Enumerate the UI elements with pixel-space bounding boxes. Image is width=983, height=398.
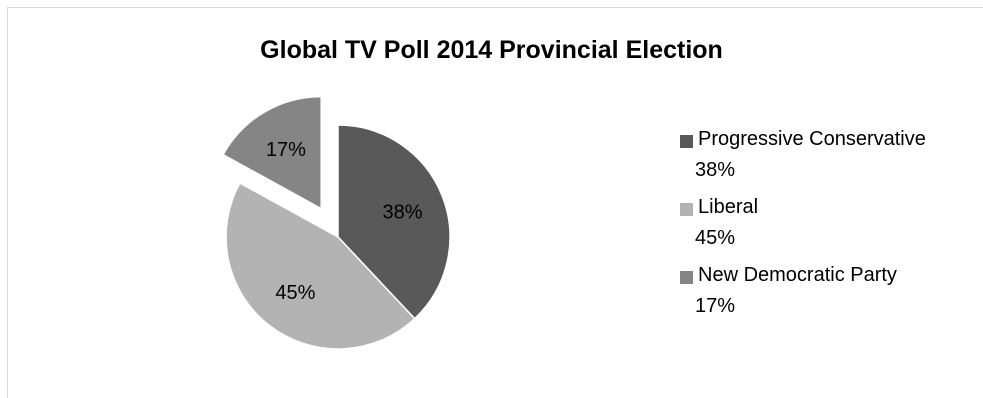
legend-label: Liberal <box>698 196 759 218</box>
legend-swatch-progressive-conservative <box>680 135 693 148</box>
data-label-progressive-conservative: 38% <box>383 201 423 223</box>
legend-value: 38% <box>695 159 736 181</box>
data-label-new-democratic-party: 17% <box>266 139 306 161</box>
pie-slice-new-democratic-party <box>222 95 322 210</box>
chart-title: Global TV Poll 2014 Provincial Election <box>260 36 723 64</box>
legend-value: 17% <box>695 295 736 317</box>
legend-label: New Democratic Party <box>698 264 897 286</box>
legend-swatch-liberal <box>680 203 693 216</box>
legend-value: 45% <box>695 227 736 249</box>
legend-swatch-new-democratic-party <box>680 271 693 284</box>
pie-slice-progressive-conservative <box>337 124 451 320</box>
chart-frame <box>7 7 983 398</box>
legend-label: Progressive Conservative <box>698 128 926 150</box>
pie-slice-liberal <box>225 182 416 350</box>
data-label-liberal: 45% <box>275 282 315 304</box>
